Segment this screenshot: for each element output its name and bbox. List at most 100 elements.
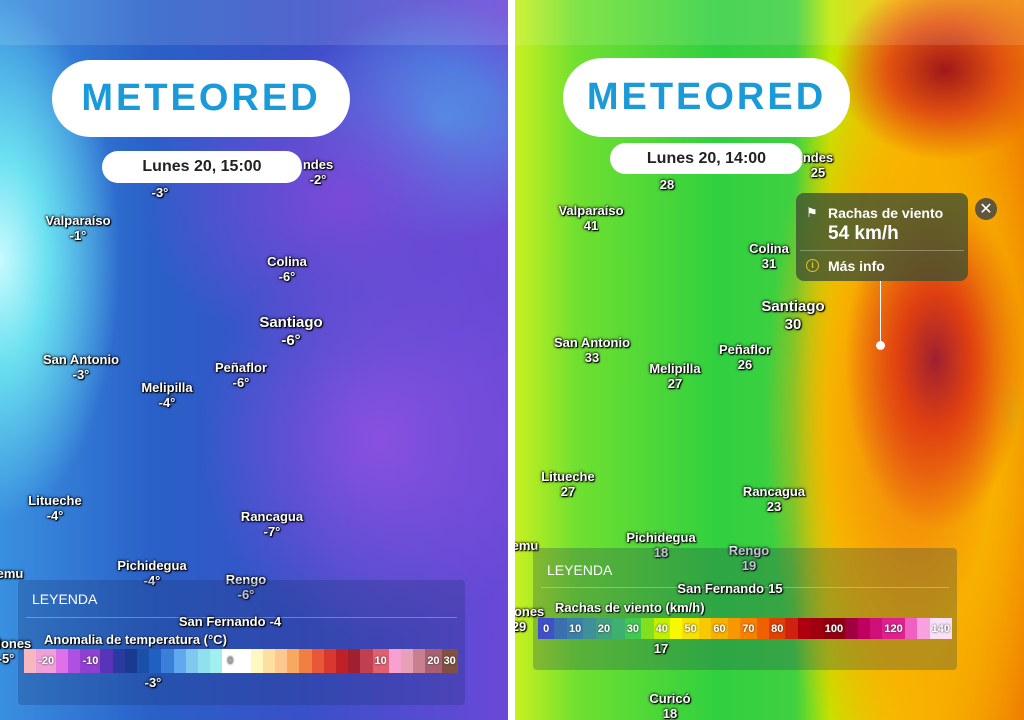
city-label: emu bbox=[515, 538, 539, 553]
city-label: San Fernando -4 bbox=[178, 614, 282, 629]
scale-tick-label: 0 bbox=[227, 655, 234, 667]
wind-gust-map[interactable]: METEORED Lunes 20, 14:00 Valparaíso 41 28… bbox=[515, 0, 1024, 720]
scale-tick-label: 20 bbox=[597, 622, 611, 635]
close-popup-button[interactable]: ✕ bbox=[975, 198, 997, 220]
scale-tick-label: 50 bbox=[684, 622, 697, 635]
scale-segment bbox=[262, 649, 275, 673]
scale-segment bbox=[250, 649, 263, 673]
meteored-logo: METEORED bbox=[52, 60, 350, 137]
scale-segment bbox=[612, 618, 625, 639]
scale-tick-label: -20 bbox=[38, 655, 55, 667]
temperature-anomaly-map[interactable]: METEORED Lunes 20, 15:00 Valparaíso -1° -… bbox=[0, 0, 508, 720]
scale-segment bbox=[100, 649, 113, 673]
wind-flag-icon: ⚑ bbox=[806, 205, 818, 220]
scale-segment bbox=[323, 649, 336, 673]
popup-pointer-line bbox=[880, 281, 881, 345]
scale-segment: 70 bbox=[740, 618, 757, 639]
wind-color-scale: 0 10 20 30 40 50 60 70 80 100 120 140 bbox=[538, 618, 953, 639]
scale-segment: 30 bbox=[624, 618, 642, 639]
scale-segment bbox=[311, 649, 324, 673]
scale-tick-label: 30 bbox=[626, 622, 639, 635]
scale-segment bbox=[845, 618, 858, 639]
popup-divider bbox=[800, 250, 964, 251]
legend-title: Anomalia de temperatura (°C) bbox=[44, 632, 227, 647]
scale-segment: -10 bbox=[80, 649, 101, 673]
scale-segment bbox=[124, 649, 137, 673]
city-label: emu bbox=[0, 566, 24, 581]
temperature-color-scale: -20 -10 0 10 20 30 bbox=[24, 649, 458, 673]
scale-segment: 40 bbox=[653, 618, 670, 639]
scale-tick-label: -10 bbox=[82, 655, 99, 667]
scale-segment bbox=[797, 618, 811, 639]
scale-segment bbox=[56, 649, 69, 673]
city-label: Litueche -4° bbox=[28, 493, 82, 523]
scale-segment: 80 bbox=[769, 618, 786, 639]
scale-tick-label: 40 bbox=[655, 622, 668, 635]
legend-title: Rachas de viento (km/h) bbox=[555, 600, 705, 615]
scale-segment bbox=[360, 649, 373, 673]
scale-tick-label: 0 bbox=[543, 622, 550, 635]
scale-tick-label: 80 bbox=[771, 622, 784, 635]
scale-segment bbox=[197, 649, 211, 673]
scale-segment bbox=[287, 649, 300, 673]
scale-segment bbox=[299, 649, 312, 673]
scale-segment bbox=[904, 618, 918, 639]
city-label: Colina -6° bbox=[267, 254, 307, 284]
scale-segment bbox=[669, 618, 683, 639]
city-label: Valparaíso -1° bbox=[45, 213, 111, 243]
selected-location-marker[interactable] bbox=[876, 341, 885, 350]
scale-segment: 60 bbox=[711, 618, 728, 639]
scale-segment bbox=[173, 649, 186, 673]
scale-segment bbox=[917, 618, 930, 639]
scale-segment bbox=[112, 649, 125, 673]
wind-gust-popup: ⚑ Rachas de viento 54 km/h i Más info bbox=[796, 193, 968, 281]
city-label: Rengo 19 bbox=[728, 543, 770, 573]
scale-tick-label: 60 bbox=[713, 622, 726, 635]
city-label: 28 bbox=[659, 177, 675, 192]
city-label: ndes -2° bbox=[302, 157, 334, 187]
scale-tick-label: 20 bbox=[427, 655, 440, 667]
city-label: Rancagua 23 bbox=[742, 484, 806, 514]
scale-tick-label: 10 bbox=[374, 655, 387, 667]
scale-segment bbox=[335, 649, 349, 673]
city-label: Peñaflor 26 bbox=[718, 342, 772, 372]
scale-tick-label: 10 bbox=[568, 622, 582, 635]
scale-segment bbox=[785, 618, 798, 639]
city-label: San Antonio 33 bbox=[553, 335, 631, 365]
scale-segment bbox=[641, 618, 654, 639]
legend-heading: LEYENDA bbox=[32, 591, 98, 607]
scale-segment bbox=[275, 649, 288, 673]
scale-segment bbox=[161, 649, 174, 673]
legend-panel: LEYENDA bbox=[18, 580, 465, 705]
scale-segment bbox=[554, 618, 567, 639]
city-label: ndes 25 bbox=[802, 150, 834, 180]
city-label: redones-5° bbox=[0, 636, 32, 666]
info-icon: i bbox=[806, 259, 819, 272]
city-label: San Antonio -3° bbox=[42, 352, 120, 382]
top-band bbox=[0, 0, 508, 45]
city-label: Santiago 30 bbox=[761, 298, 825, 333]
city-label: redones29 bbox=[515, 604, 545, 634]
city-label: Pichidegua -4° bbox=[117, 558, 187, 588]
scale-tick-label: 120 bbox=[884, 622, 903, 635]
city-label: Peñaflor -6° bbox=[214, 360, 268, 390]
scale-segment: 120 bbox=[882, 618, 905, 639]
legend-panel: LEYENDA bbox=[533, 548, 957, 670]
popup-title: Rachas de viento bbox=[828, 205, 944, 221]
scale-segment bbox=[400, 649, 414, 673]
top-band bbox=[515, 0, 1024, 45]
scale-segment: -20 bbox=[36, 649, 57, 673]
scale-segment bbox=[413, 649, 426, 673]
scale-segment bbox=[185, 649, 198, 673]
scale-segment bbox=[24, 649, 37, 673]
scale-segment bbox=[149, 649, 162, 673]
city-label: Rengo -6° bbox=[225, 572, 267, 602]
city-label: -3° bbox=[144, 675, 162, 690]
city-label: Colina 31 bbox=[749, 241, 789, 271]
more-info-link[interactable]: Más info bbox=[828, 258, 885, 274]
date-time-pill: Lunes 20, 14:00 bbox=[610, 143, 803, 174]
city-label: San Fernando 15 bbox=[677, 581, 783, 596]
legend-heading: LEYENDA bbox=[547, 562, 613, 578]
city-label: Melipilla -4° bbox=[141, 380, 193, 410]
scale-segment: 30 bbox=[441, 649, 458, 673]
